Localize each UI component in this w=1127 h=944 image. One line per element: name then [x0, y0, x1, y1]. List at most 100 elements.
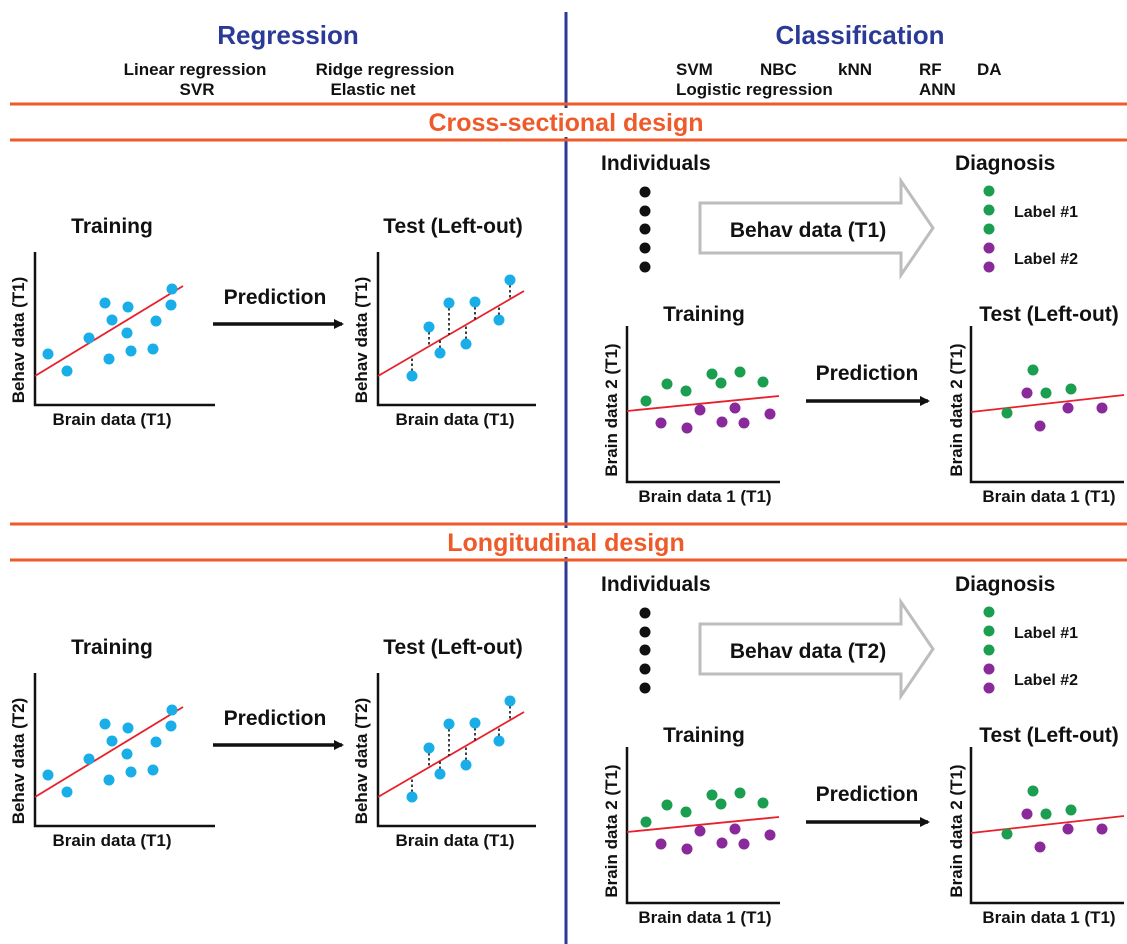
y-axis-label: Behav data (T1): [352, 277, 371, 404]
data-point: [423, 321, 435, 333]
label1-point: [1027, 785, 1039, 797]
behav-data-arrow: [698, 176, 935, 280]
y-axis-label: Behav data (T2): [352, 698, 371, 825]
method-da: DA: [977, 60, 1002, 79]
label1-point: [983, 223, 995, 235]
label1-text: Label #1: [1014, 204, 1078, 221]
training-title: Training: [663, 724, 745, 747]
label2-point: [729, 823, 741, 835]
label2-point: [681, 422, 693, 434]
label2-point: [1034, 841, 1046, 853]
fit-line: [34, 285, 184, 377]
label2-point: [1034, 420, 1046, 432]
plot-axes: [33, 252, 215, 407]
label2-text: Label #2: [1014, 251, 1078, 268]
prediction-label: Prediction: [816, 783, 919, 806]
label2-point: [1062, 823, 1074, 835]
data-point: [122, 722, 134, 734]
data-point: [150, 315, 162, 327]
data-point: [125, 766, 137, 778]
test-title: Test (Left-out): [979, 724, 1119, 747]
fit-line: [377, 711, 525, 798]
training-title: Training: [71, 636, 153, 659]
data-point: [61, 786, 73, 798]
behav-data-label: Behav data (T2): [730, 640, 886, 663]
data-point: [103, 353, 115, 365]
behav-data-label: Behav data (T1): [730, 219, 886, 242]
method-elastic-net: Elastic net: [330, 80, 415, 99]
label1-point: [734, 366, 746, 378]
label1-point: [706, 368, 718, 380]
individual-point: [639, 223, 651, 235]
data-point: [99, 718, 111, 730]
label1-point: [734, 787, 746, 799]
data-point: [147, 343, 159, 355]
data-point: [443, 718, 455, 730]
label2-point: [983, 261, 995, 273]
label2-point: [764, 408, 776, 420]
x-axis-label: Brain data (T1): [52, 410, 171, 429]
individual-point: [639, 205, 651, 217]
label1-point: [983, 606, 995, 618]
fit-line: [377, 290, 525, 377]
data-point: [83, 753, 95, 765]
data-point: [42, 769, 54, 781]
label2-point: [1096, 402, 1108, 414]
method-ridge-regression: Ridge regression: [316, 60, 455, 79]
plot-axes: [376, 673, 536, 828]
individual-point: [639, 626, 651, 638]
behav-data-arrow: [698, 597, 935, 701]
data-point: [434, 347, 446, 359]
data-point: [83, 332, 95, 344]
data-point: [166, 283, 178, 295]
x-axis-label: Brain data 1 (T1): [982, 908, 1115, 927]
individual-point: [639, 242, 651, 254]
x-axis-label: Brain data 1 (T1): [638, 487, 771, 506]
data-point: [406, 791, 418, 803]
x-axis-label: Brain data 1 (T1): [638, 908, 771, 927]
training-title: Training: [663, 303, 745, 326]
data-point: [99, 297, 111, 309]
plot-axes: [33, 673, 215, 828]
fit-line: [970, 815, 1125, 834]
data-point: [121, 327, 133, 339]
label1-point: [1040, 387, 1052, 399]
fit-line: [970, 394, 1125, 413]
plot-axes: [969, 326, 1124, 484]
label2-point: [716, 416, 728, 428]
label1-point: [661, 378, 673, 390]
data-point: [469, 717, 481, 729]
classification-header: Classification: [775, 20, 944, 50]
label1-point: [983, 204, 995, 216]
data-point: [103, 774, 115, 786]
data-point: [493, 314, 505, 326]
label1-point: [715, 798, 727, 810]
label1-point: [1065, 804, 1077, 816]
test-title: Test (Left-out): [383, 636, 523, 659]
label2-point: [655, 838, 667, 850]
data-point: [504, 274, 516, 286]
label1-point: [757, 797, 769, 809]
data-point: [121, 748, 133, 760]
method-nbc: NBC: [760, 60, 797, 79]
label1-point: [661, 799, 673, 811]
label1-point: [983, 625, 995, 637]
diagnosis-title: Diagnosis: [955, 573, 1055, 596]
label2-point: [681, 843, 693, 855]
individuals-title: Individuals: [601, 573, 711, 596]
plot-axes: [376, 252, 536, 407]
prediction-label: Prediction: [224, 707, 327, 730]
data-point: [61, 365, 73, 377]
method-knn: kNN: [838, 60, 872, 79]
data-point: [165, 299, 177, 311]
individual-point: [639, 607, 651, 619]
data-point: [460, 338, 472, 350]
fit-line: [34, 706, 184, 798]
label2-point: [983, 682, 995, 694]
data-point: [122, 301, 134, 313]
individual-point: [639, 261, 651, 273]
x-axis-label: Brain data (T1): [395, 410, 514, 429]
individual-point: [639, 682, 651, 694]
label2-point: [1021, 808, 1033, 820]
